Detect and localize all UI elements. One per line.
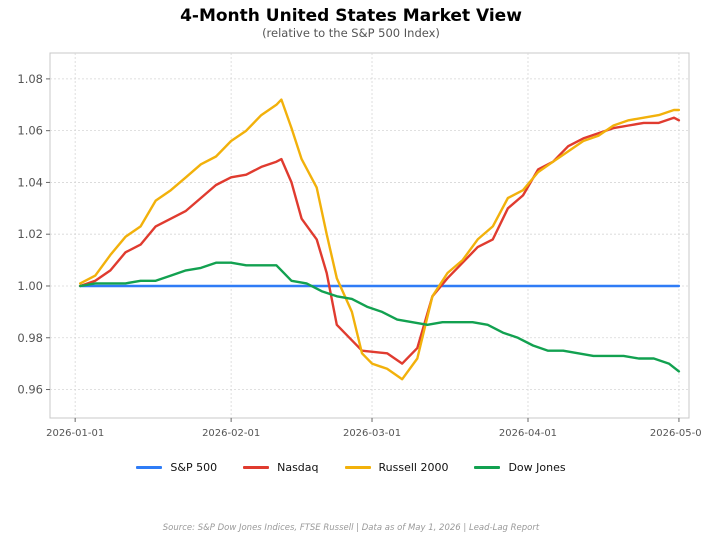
- legend-item-nasdaq: Nasdaq: [243, 461, 319, 474]
- legend: S&P 500 Nasdaq Russell 2000 Dow Jones: [0, 461, 702, 474]
- y-tick-label: 1.06: [17, 124, 43, 138]
- x-tick-label: 2026-01-01: [46, 428, 104, 439]
- source-note: Source: S&P Dow Jones Indices, FTSE Russ…: [162, 523, 540, 533]
- x-tick-label: 2026-02-01: [202, 428, 260, 439]
- x-tick-label: 2026-03-01: [343, 428, 401, 439]
- grid-lines: [50, 53, 689, 418]
- chart-subtitle: (relative to the S&P 500 Index): [262, 26, 440, 40]
- y-tick-label: 0.96: [17, 383, 43, 397]
- legend-item-russell-2000: Russell 2000: [344, 461, 449, 474]
- series-line-nasdaq: [78, 116, 681, 365]
- y-tick-label: 1.00: [17, 279, 43, 293]
- series-line-russell-2000: [78, 98, 681, 381]
- x-tick-label: 2026-05-01: [650, 428, 702, 439]
- legend-label: Nasdaq: [277, 461, 319, 474]
- axis-ticks: 0.96 0.98 1.00 1.02 1.04 1.06 1.08 2026-01-01 20…: [17, 72, 702, 439]
- y-tick-label: 0.98: [17, 331, 43, 345]
- legend-swatch-russell-2000: [344, 466, 371, 469]
- legend-swatch-s-p-500: [136, 466, 163, 469]
- legend-item-s-p-500: S&P 500: [136, 461, 217, 474]
- series-lines: [78, 98, 681, 381]
- legend-label: Dow Jones: [508, 461, 566, 474]
- legend-label: S&P 500: [170, 461, 218, 474]
- plot-area-frame: [49, 52, 690, 419]
- series-line-dow-jones: [78, 261, 681, 373]
- y-tick-label: 1.04: [17, 175, 43, 189]
- legend-label: Russell 2000: [378, 461, 449, 474]
- legend-item-dow-jones: Dow Jones: [474, 461, 566, 474]
- legend-swatch-nasdaq: [243, 466, 270, 469]
- legend-swatch-dow-jones: [474, 466, 501, 469]
- x-tick-label: 2026-04-01: [499, 428, 557, 439]
- y-tick-label: 1.08: [17, 72, 43, 86]
- chart-title: 4-Month United States Market View: [180, 6, 522, 26]
- y-tick-label: 1.02: [17, 227, 43, 241]
